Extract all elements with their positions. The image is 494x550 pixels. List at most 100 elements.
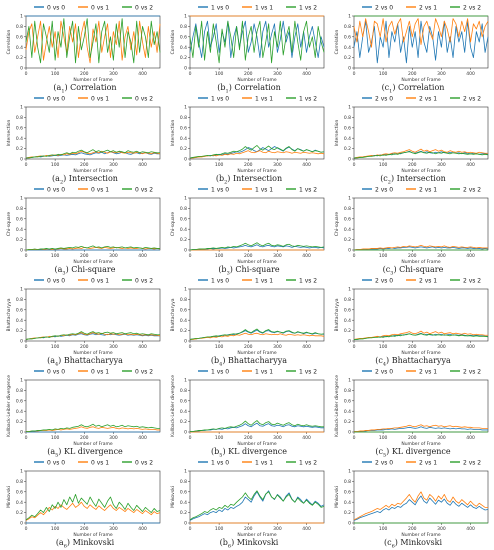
x-tick-label: 400 (138, 526, 147, 532)
caption-prefix: (b (211, 447, 220, 456)
legend-label: 2 vs 0 (375, 5, 393, 12)
chart-panel: 1 vs 0 1 vs 1 1 vs 2 0 0.2 0.4 0.6 0.8 1 0 100 200 3… (168, 2, 330, 95)
caption-prefix: (c (380, 174, 388, 183)
x-tick-label: 100 (379, 71, 388, 77)
panel-caption: (c6) Minkovski (332, 538, 494, 550)
x-tick-label: 100 (51, 526, 60, 532)
y-axis-label: Intersection (6, 119, 12, 146)
y-tick-label: 0.2 (180, 328, 187, 334)
x-tick-label: 300 (273, 344, 282, 350)
x-tick-label: 100 (379, 344, 388, 350)
y-tick-label: 0.4 (180, 500, 187, 506)
x-axis-label: Number of Frame (237, 168, 277, 174)
y-axis-label: Kullback-Leibler divergence (334, 375, 340, 437)
caption-subscript: 3 (226, 270, 230, 277)
y-tick-label: 0.4 (344, 45, 351, 51)
legend-label: 2 vs 1 (419, 96, 437, 103)
y-tick-label: 1 (348, 196, 351, 202)
y-tick-label: 0.8 (16, 388, 23, 394)
x-axis-label: Number of Frame (73, 168, 113, 174)
x-tick-label: 0 (189, 435, 192, 441)
x-tick-label: 300 (273, 253, 282, 259)
legend-label: 1 vs 2 (299, 369, 317, 376)
panel-caption: (b5) KL divergence (168, 447, 330, 459)
x-tick-label: 200 (244, 344, 253, 350)
x-tick-label: 0 (25, 162, 28, 168)
y-tick-label: 0.2 (344, 328, 351, 334)
y-axis-label: Bhattacharyya (170, 298, 176, 331)
chart-panel: 2 vs 0 2 vs 1 2 vs 2 0 0.2 0.4 0.6 0.8 1 0 100 200 3… (332, 457, 494, 550)
legend-label: 1 vs 2 (299, 460, 317, 467)
x-tick-label: 300 (437, 162, 446, 168)
legend-label: 0 vs 2 (135, 187, 153, 194)
caption-suffix: ) (63, 174, 69, 183)
legend-label: 2 vs 0 (375, 187, 393, 194)
series-line (189, 20, 325, 64)
y-tick-label: 0.8 (16, 206, 23, 212)
x-tick-label: 200 (408, 71, 417, 77)
legend-label: 1 vs 1 (255, 278, 273, 285)
y-tick-label: 0.6 (344, 34, 351, 40)
x-tick-label: 200 (244, 526, 253, 532)
x-axis-label: Number of Frame (401, 77, 441, 83)
y-tick-label: 0.2 (344, 237, 351, 243)
caption-prefix: (a (52, 174, 60, 183)
x-axis-label: Number of Frame (401, 532, 441, 538)
x-tick-label: 100 (215, 435, 224, 441)
x-tick-label: 0 (353, 253, 356, 259)
y-tick-label: 0.8 (180, 297, 187, 303)
caption-suffix: ) (229, 265, 236, 274)
caption-subscript: 5 (382, 452, 387, 459)
caption-text: Chi-square (235, 265, 280, 274)
chart-svg: 0 vs 0 0 vs 1 0 vs 2 0 0.2 0.4 0.6 0.8 1 0 100 200 3… (6, 5, 161, 83)
legend-label: 0 vs 0 (47, 187, 65, 194)
caption-prefix: (a (47, 356, 55, 365)
x-tick-label: 100 (215, 71, 224, 77)
plot-frame (25, 197, 161, 251)
y-tick-label: 0.8 (180, 388, 187, 394)
y-tick-label: 0.4 (16, 318, 23, 324)
y-tick-label: 0 (20, 157, 23, 163)
x-tick-label: 100 (379, 526, 388, 532)
panel-caption: (b2) Intersection (168, 174, 330, 186)
x-tick-label: 400 (466, 344, 475, 350)
x-tick-label: 100 (51, 435, 60, 441)
x-tick-label: 300 (437, 253, 446, 259)
y-tick-label: 0.2 (180, 55, 187, 61)
x-tick-label: 400 (466, 435, 475, 441)
chart-svg: 2 vs 0 2 vs 1 2 vs 2 0 0.2 0.4 0.6 0.8 1 0 100 200 3… (334, 278, 489, 356)
plot-frame (189, 106, 325, 160)
chart-svg: 1 vs 0 1 vs 1 1 vs 2 0 0.2 0.4 0.6 0.8 1 0 100 200 3… (170, 369, 325, 447)
plot-frame (353, 288, 489, 342)
series-line (25, 331, 160, 340)
chart-svg: 2 vs 0 2 vs 1 2 vs 2 0 0.2 0.4 0.6 0.8 1 0 100 200 3… (334, 187, 489, 265)
y-tick-label: 1 (348, 469, 351, 475)
y-tick-label: 0.4 (16, 500, 23, 506)
caption-suffix: ) (393, 265, 400, 274)
y-tick-label: 0.8 (344, 24, 351, 30)
series-line (353, 246, 489, 251)
caption-text: Intersection (232, 174, 283, 183)
caption-suffix: ) (392, 83, 399, 92)
panel-caption: (c1) Correlation (332, 83, 494, 95)
legend-label: 1 vs 0 (211, 5, 229, 12)
x-tick-label: 300 (109, 71, 118, 77)
series-line (25, 20, 161, 64)
x-tick-label: 0 (25, 344, 28, 350)
x-tick-label: 400 (302, 253, 311, 259)
legend-label: 1 vs 2 (299, 5, 317, 12)
y-tick-label: 0.4 (344, 500, 351, 506)
chart-svg: 2 vs 0 2 vs 1 2 vs 2 0 0.2 0.4 0.6 0.8 1 0 100 200 3… (334, 96, 489, 174)
legend-label: 0 vs 1 (91, 460, 109, 467)
series-line (353, 20, 489, 64)
x-tick-label: 300 (273, 435, 282, 441)
y-tick-label: 0.8 (180, 206, 187, 212)
series-line (25, 18, 161, 64)
x-tick-label: 200 (80, 162, 89, 168)
y-tick-label: 0 (184, 430, 187, 436)
caption-suffix: ) (65, 265, 72, 274)
caption-suffix: ) (394, 538, 401, 547)
legend-label: 2 vs 1 (419, 278, 437, 285)
caption-prefix: (b (219, 538, 228, 547)
panel-caption: (a3) Chi-square (4, 265, 166, 277)
